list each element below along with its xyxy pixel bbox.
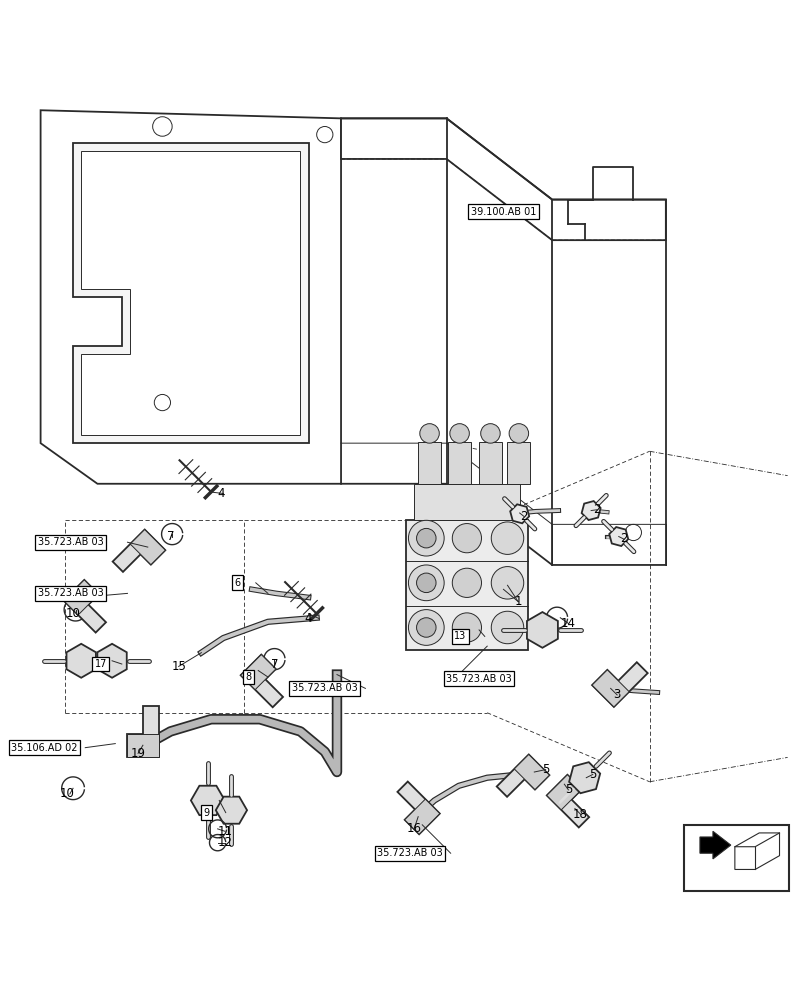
Text: 1: 1 <box>513 595 521 608</box>
Circle shape <box>452 524 481 553</box>
Text: 4: 4 <box>217 487 225 500</box>
Text: 35.723.AB 03: 35.723.AB 03 <box>446 674 511 684</box>
Polygon shape <box>216 797 247 824</box>
Circle shape <box>452 568 481 597</box>
Polygon shape <box>496 754 549 797</box>
Text: 35.723.AB 03: 35.723.AB 03 <box>38 588 103 598</box>
Polygon shape <box>127 706 159 757</box>
Polygon shape <box>546 775 581 810</box>
Polygon shape <box>63 580 99 615</box>
Circle shape <box>416 528 436 548</box>
Text: 10: 10 <box>60 787 75 800</box>
Text: 35.723.AB 03: 35.723.AB 03 <box>292 683 357 693</box>
Polygon shape <box>509 504 529 523</box>
Text: 13: 13 <box>453 631 466 641</box>
Text: 5: 5 <box>564 783 572 796</box>
Text: 2: 2 <box>592 503 600 516</box>
Polygon shape <box>526 612 557 648</box>
Polygon shape <box>513 754 549 790</box>
Text: 4: 4 <box>304 612 312 625</box>
Polygon shape <box>608 527 628 546</box>
Text: 14: 14 <box>560 617 575 630</box>
Polygon shape <box>397 782 440 834</box>
Bar <box>406 520 527 650</box>
Polygon shape <box>734 833 779 869</box>
Polygon shape <box>127 734 159 757</box>
Circle shape <box>449 424 469 443</box>
Polygon shape <box>81 151 300 435</box>
Circle shape <box>480 424 500 443</box>
Text: 16: 16 <box>406 822 421 835</box>
Circle shape <box>491 522 523 554</box>
Text: 35.106.AD 02: 35.106.AD 02 <box>11 743 78 753</box>
Text: 6: 6 <box>234 578 240 588</box>
Polygon shape <box>404 799 440 834</box>
Text: 8: 8 <box>245 672 251 682</box>
Circle shape <box>491 611 523 644</box>
Circle shape <box>416 573 436 593</box>
Text: 39.100.AB 01: 39.100.AB 01 <box>470 207 535 217</box>
Polygon shape <box>341 118 665 240</box>
Bar <box>507 442 530 484</box>
Polygon shape <box>63 580 106 633</box>
Text: 5: 5 <box>541 763 549 776</box>
Polygon shape <box>240 655 276 690</box>
Polygon shape <box>699 831 730 859</box>
Text: 15: 15 <box>171 660 186 673</box>
Polygon shape <box>113 530 165 572</box>
Circle shape <box>416 618 436 637</box>
Text: 12: 12 <box>217 836 232 849</box>
Polygon shape <box>130 530 165 565</box>
Text: 11: 11 <box>217 825 232 838</box>
Text: 3: 3 <box>612 688 620 701</box>
Polygon shape <box>73 143 308 443</box>
Text: 35.723.AB 03: 35.723.AB 03 <box>377 848 442 858</box>
Polygon shape <box>191 786 225 815</box>
Text: 19: 19 <box>131 747 145 760</box>
Circle shape <box>408 565 444 601</box>
Text: 35.723.AB 03: 35.723.AB 03 <box>38 537 103 547</box>
Text: 7: 7 <box>166 530 174 543</box>
Text: 18: 18 <box>573 808 587 821</box>
Circle shape <box>408 610 444 645</box>
Text: 9: 9 <box>203 808 209 818</box>
Polygon shape <box>569 762 599 793</box>
Bar <box>414 484 519 520</box>
Circle shape <box>419 424 439 443</box>
Text: 2: 2 <box>519 510 527 523</box>
Circle shape <box>491 567 523 599</box>
Polygon shape <box>546 775 589 827</box>
Polygon shape <box>97 644 127 678</box>
Text: 2: 2 <box>619 532 627 545</box>
Circle shape <box>408 520 444 556</box>
Text: 5: 5 <box>588 768 596 781</box>
Text: 7: 7 <box>270 658 278 671</box>
Bar <box>448 442 470 484</box>
Bar <box>478 442 501 484</box>
Polygon shape <box>591 670 629 707</box>
Text: 10: 10 <box>66 607 80 620</box>
Bar <box>418 442 440 484</box>
Circle shape <box>508 424 528 443</box>
Polygon shape <box>240 655 283 707</box>
Polygon shape <box>591 662 647 707</box>
Text: 17: 17 <box>94 659 107 669</box>
Polygon shape <box>67 644 96 678</box>
Circle shape <box>452 613 481 642</box>
Bar <box>683 825 788 891</box>
Polygon shape <box>581 501 600 520</box>
Polygon shape <box>41 110 341 484</box>
